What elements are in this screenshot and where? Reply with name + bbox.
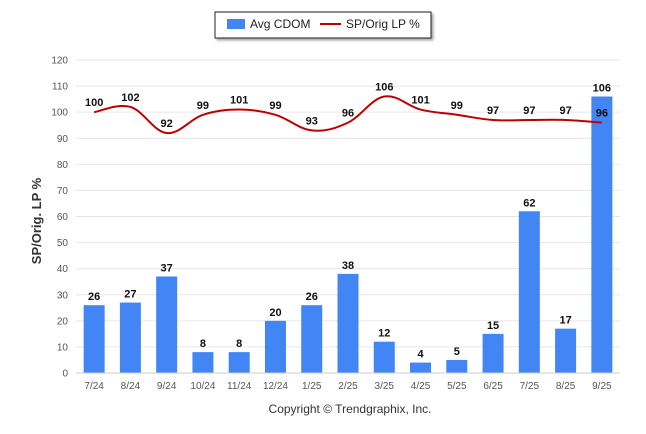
bar-2-25 [337, 273, 359, 373]
x-tick-9-25: 9/25 [592, 381, 612, 392]
line-label-8-24: 102 [121, 92, 139, 104]
x-tick-8-25: 8/25 [556, 381, 576, 392]
bar-1-25 [301, 305, 323, 373]
line-label-9-24: 92 [161, 118, 173, 130]
line-label-1-25: 93 [306, 115, 318, 127]
bar-8-24 [119, 302, 141, 373]
x-tick-1-25: 1/25 [302, 381, 322, 392]
legend-label-avg-cdom: Avg CDOM [250, 17, 310, 31]
line-label-6-25: 97 [487, 105, 499, 117]
legend-label-sp-orig: SP/Orig LP % [346, 17, 420, 31]
y-tick-labels: 0 10 20 30 40 50 60 70 80 90 100 110 120 [51, 56, 68, 380]
x-tick-3-25: 3/25 [375, 381, 395, 392]
bar-label-9-24: 37 [161, 262, 173, 274]
bar-7-25 [518, 211, 540, 373]
bar-series-avg-cdom [83, 96, 613, 374]
line-label-4-25: 101 [411, 95, 429, 107]
y-tick-90: 90 [57, 134, 69, 145]
bar-9-24 [156, 276, 178, 373]
line-label-7-25: 97 [523, 105, 535, 117]
bar-label-11-24: 8 [236, 338, 242, 350]
y-tick-80: 80 [57, 160, 69, 171]
x-tick-6-25: 6/25 [483, 381, 503, 392]
y-tick-70: 70 [57, 186, 69, 197]
line-label-11-24: 101 [230, 95, 248, 107]
bar-3-25 [373, 341, 395, 373]
bar-5-25 [446, 359, 468, 373]
bar-label-7-25: 62 [523, 197, 535, 209]
y-tick-110: 110 [52, 82, 68, 93]
y-axis-label: SP/Orig. LP % [29, 177, 44, 264]
bar-4-25 [410, 362, 432, 373]
y-tick-60: 60 [57, 212, 69, 223]
bar-7-24 [83, 305, 105, 373]
legend-swatch-avg-cdom [227, 19, 245, 29]
legend: Avg CDOM SP/Orig LP % [214, 11, 432, 39]
x-tick-5-25: 5/25 [447, 381, 467, 392]
line-label-3-25: 106 [375, 82, 393, 94]
y-tick-0: 0 [62, 369, 68, 380]
x-tick-9-24: 9/24 [157, 381, 177, 392]
bar-8-25 [555, 328, 577, 373]
bar-11-24 [228, 352, 250, 373]
bar-10-24 [192, 352, 214, 373]
bar-label-4-25: 4 [417, 349, 424, 361]
x-tick-2-25: 2/25 [338, 381, 358, 392]
x-tick-12-24: 12/24 [263, 381, 288, 392]
bar-label-1-25: 26 [306, 291, 318, 303]
y-tick-100: 100 [51, 108, 68, 119]
line-label-9-25: 96 [596, 108, 608, 120]
data-labels: 26 27 37 8 8 20 26 38 12 4 5 15 62 17 106 100 102 92 99 101… [85, 82, 611, 361]
x-tick-4-25: 4/25 [411, 381, 431, 392]
line-series-sp-orig [93, 95, 602, 135]
bar-label-5-25: 5 [454, 346, 460, 358]
x-tick-7-25: 7/25 [520, 381, 540, 392]
line-label-5-25: 99 [451, 100, 463, 112]
line-label-12-24: 99 [269, 100, 281, 112]
bar-12-24 [264, 320, 286, 373]
x-tick-labels: 7/24 8/24 9/24 10/24 11/24 12/24 1/25 2/25 3/25 4… [84, 381, 612, 392]
bar-label-6-25: 15 [487, 320, 499, 332]
x-tick-11-24: 11/24 [227, 381, 252, 392]
bar-label-7-24: 26 [88, 291, 100, 303]
bar-label-8-24: 27 [124, 289, 136, 301]
bar-label-8-25: 17 [559, 315, 571, 327]
copyright-text: Copyright © Trendgraphix, Inc. [269, 402, 432, 416]
bar-label-10-24: 8 [200, 338, 206, 350]
y-tick-40: 40 [57, 264, 69, 275]
bar-label-2-25: 38 [342, 260, 354, 272]
y-tick-120: 120 [51, 56, 68, 67]
x-tick-8-24: 8/24 [121, 381, 141, 392]
line-label-7-24: 100 [85, 97, 103, 109]
line-label-8-25: 97 [559, 105, 571, 117]
x-tick-7-24: 7/24 [84, 381, 104, 392]
bar-label-12-24: 20 [269, 307, 281, 319]
bar-6-25 [482, 333, 504, 373]
bar-9-25 [591, 96, 613, 374]
y-tick-10: 10 [57, 342, 69, 353]
sp-orig-line-path [93, 95, 602, 135]
y-tick-50: 50 [57, 238, 69, 249]
line-label-2-25: 96 [342, 108, 354, 120]
y-tick-30: 30 [57, 290, 69, 301]
bar-label-9-25: 106 [593, 83, 611, 95]
line-label-10-24: 99 [197, 100, 209, 112]
bar-label-3-25: 12 [378, 328, 390, 340]
x-tick-10-24: 10/24 [190, 381, 215, 392]
y-tick-20: 20 [57, 316, 69, 327]
